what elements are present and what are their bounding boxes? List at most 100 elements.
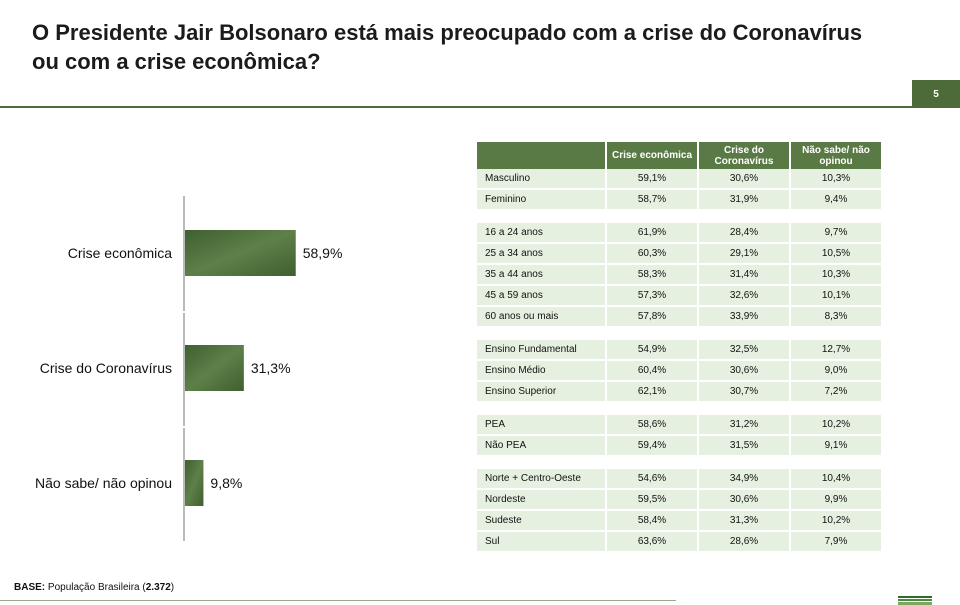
row-label: PEA [477, 415, 607, 436]
base-close: ) [170, 582, 175, 593]
table-row: Nordeste 59,5% 30,6% 9,9% [477, 490, 883, 511]
table-cell: 34,9% [699, 469, 791, 490]
row-label: 25 a 34 anos [477, 244, 607, 265]
table-cell: 60,4% [607, 361, 699, 382]
table-row: 25 a 34 anos 60,3% 29,1% 10,5% [477, 244, 883, 265]
spacer-cell [699, 457, 791, 469]
spacer-cell [791, 211, 883, 223]
table-cell: 9,7% [791, 223, 883, 244]
spacer-cell [607, 211, 699, 223]
table-cell: 61,9% [607, 223, 699, 244]
header-crise-coronavirus: Crise do Coronavírus [699, 142, 791, 169]
table-cell: 59,1% [607, 169, 699, 190]
row-label: 45 a 59 anos [477, 286, 607, 307]
table-cell: 60,3% [607, 244, 699, 265]
header-crise-economica: Crise econômica [607, 142, 699, 169]
table-row: Sudeste 58,4% 31,3% 10,2% [477, 511, 883, 532]
row-label: Nordeste [477, 490, 607, 511]
bar [185, 230, 296, 276]
table-cell: 58,6% [607, 415, 699, 436]
spacer-cell [477, 403, 607, 415]
row-label: Não PEA [477, 436, 607, 457]
title-divider [0, 106, 912, 108]
table-cell: 58,3% [607, 265, 699, 286]
table-cell: 32,5% [699, 340, 791, 361]
spacer-cell [791, 457, 883, 469]
bar-chart: Crise econômica 58,9% Crise do Coronavírus… [35, 196, 342, 541]
header-nao-sabe: Não sabe/ não opinou [791, 142, 883, 169]
category-label: Não sabe/ não opinou [35, 475, 172, 491]
table-cell: 59,4% [607, 436, 699, 457]
table-cell: 30,6% [699, 361, 791, 382]
table-cell: 7,9% [791, 532, 883, 553]
bar [185, 345, 244, 391]
table-cell: 10,3% [791, 169, 883, 190]
data-label: 9,8% [210, 475, 242, 491]
table-cell: 57,8% [607, 307, 699, 328]
table-cell: 57,3% [607, 286, 699, 307]
table-cell: 28,6% [699, 532, 791, 553]
table-cell: 62,1% [607, 382, 699, 403]
table-cell: 59,5% [607, 490, 699, 511]
bar [185, 460, 204, 506]
table-row: Masculino 59,1% 30,6% 10,3% [477, 169, 883, 190]
table-row: Feminino 58,7% 31,9% 9,4% [477, 190, 883, 211]
table-cell: 30,6% [699, 169, 791, 190]
table-cell: 30,6% [699, 490, 791, 511]
spacer-cell [477, 211, 607, 223]
table-cell: 12,7% [791, 340, 883, 361]
footer-divider [0, 600, 676, 601]
row-label: Feminino [477, 190, 607, 211]
row-label: 60 anos ou mais [477, 307, 607, 328]
spacer-cell [791, 403, 883, 415]
group-spacer [477, 211, 883, 223]
table-row: 16 a 24 anos 61,9% 28,4% 9,7% [477, 223, 883, 244]
table-cell: 10,2% [791, 511, 883, 532]
page-number-badge: 5 [912, 80, 960, 108]
table-row: Não PEA 59,4% 31,5% 9,1% [477, 436, 883, 457]
base-count: 2.372 [145, 582, 171, 593]
row-label: Ensino Superior [477, 382, 607, 403]
table-cell: 31,9% [699, 190, 791, 211]
table-cell: 29,1% [699, 244, 791, 265]
table-cell: 58,7% [607, 190, 699, 211]
table-row: Ensino Médio 60,4% 30,6% 9,0% [477, 361, 883, 382]
spacer-cell [477, 457, 607, 469]
category-label: Crise do Coronavírus [40, 360, 172, 376]
breakdown-table: Crise econômica Crise do Coronavírus Não… [477, 142, 883, 553]
table-cell: 31,2% [699, 415, 791, 436]
row-label: 35 a 44 anos [477, 265, 607, 286]
table-row: Ensino Superior 62,1% 30,7% 7,2% [477, 382, 883, 403]
spacer-cell [607, 328, 699, 340]
spacer-cell [607, 457, 699, 469]
table-cell: 8,3% [791, 307, 883, 328]
table-body: Masculino 59,1% 30,6% 10,3% Feminino 58,7% 31,… [477, 169, 883, 553]
row-label: Sudeste [477, 511, 607, 532]
row-label: 16 a 24 anos [477, 223, 607, 244]
table-cell: 10,5% [791, 244, 883, 265]
brand-logo [898, 596, 932, 605]
table-cell: 10,2% [791, 415, 883, 436]
base-text: População Brasileira ( [45, 582, 146, 593]
header-blank [477, 142, 607, 169]
row-label: Ensino Médio [477, 361, 607, 382]
table-row: 60 anos ou mais 57,8% 33,9% 8,3% [477, 307, 883, 328]
spacer-cell [791, 328, 883, 340]
category-label: Crise econômica [68, 245, 172, 261]
table-cell: 10,4% [791, 469, 883, 490]
table-cell: 9,1% [791, 436, 883, 457]
base-footnote: BASE: População Brasileira (2.372) [14, 582, 174, 593]
table-cell: 10,1% [791, 286, 883, 307]
spacer-cell [607, 403, 699, 415]
table-cell: 31,4% [699, 265, 791, 286]
table-cell: 33,9% [699, 307, 791, 328]
table-cell: 7,2% [791, 382, 883, 403]
group-spacer [477, 328, 883, 340]
table-cell: 31,3% [699, 511, 791, 532]
data-label: 31,3% [251, 360, 291, 376]
table-cell: 54,9% [607, 340, 699, 361]
table-header-row: Crise econômica Crise do Coronavírus Não… [477, 142, 883, 169]
spacer-cell [699, 211, 791, 223]
table-row: 35 a 44 anos 58,3% 31,4% 10,3% [477, 265, 883, 286]
row-label: Ensino Fundamental [477, 340, 607, 361]
